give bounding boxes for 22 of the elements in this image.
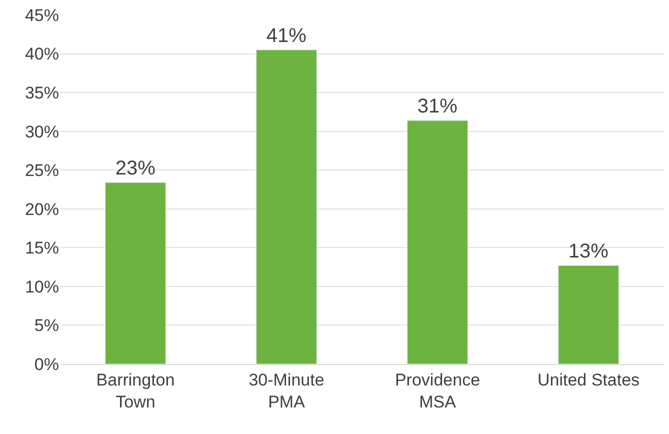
- bar: [558, 265, 619, 364]
- bar: [105, 182, 166, 364]
- bar: [407, 120, 468, 364]
- bar: [256, 50, 317, 364]
- x-tick-label: 30-Minute PMA: [248, 370, 324, 412]
- y-tick-label: 20%: [24, 200, 59, 219]
- y-tick-label: 40%: [24, 44, 59, 64]
- y-tick-label: 5%: [34, 316, 59, 336]
- y-tick-label: 10%: [24, 277, 59, 296]
- x-tick-label: United States: [537, 370, 640, 390]
- y-tick-label: 25%: [24, 161, 59, 180]
- data-label: 31%: [417, 95, 458, 118]
- y-tick-label: 15%: [24, 238, 59, 258]
- y-tick-label: 0%: [34, 354, 59, 374]
- y-tick-label: 30%: [24, 122, 59, 142]
- x-tick-label: Providence MSA: [394, 370, 480, 412]
- data-label: 13%: [568, 240, 609, 262]
- y-tick-label: 45%: [24, 6, 59, 25]
- data-label: 41%: [266, 24, 307, 47]
- y-tick-label: 35%: [24, 84, 59, 103]
- data-label: 23%: [115, 158, 156, 180]
- x-tick-label: Barrington Town: [96, 370, 175, 412]
